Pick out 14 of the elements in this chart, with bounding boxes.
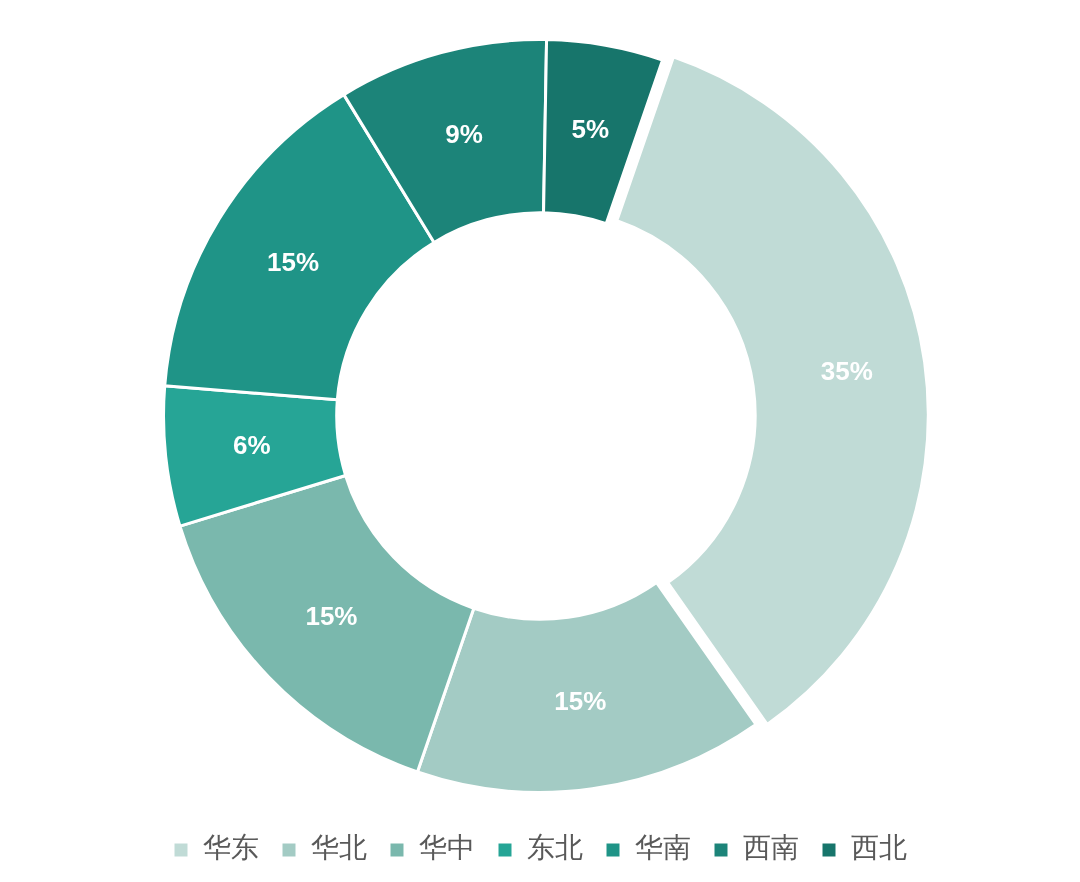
legend-label: 华东 bbox=[203, 831, 259, 865]
data-label: 35% bbox=[820, 356, 873, 387]
data-label: 6% bbox=[233, 430, 271, 461]
legend-label: 西南 bbox=[743, 831, 799, 865]
data-label: 15% bbox=[267, 247, 320, 278]
legend-label: 华南 bbox=[635, 831, 691, 865]
legend-label: 东北 bbox=[527, 831, 583, 865]
legend-label: 华北 bbox=[311, 831, 367, 865]
data-label: 15% bbox=[305, 600, 358, 631]
data-label: 9% bbox=[445, 119, 483, 150]
legend-label: 华中 bbox=[419, 831, 475, 865]
legend-label: 西北 bbox=[851, 831, 907, 865]
data-label: 5% bbox=[571, 113, 610, 144]
data-label: 15% bbox=[554, 686, 607, 717]
